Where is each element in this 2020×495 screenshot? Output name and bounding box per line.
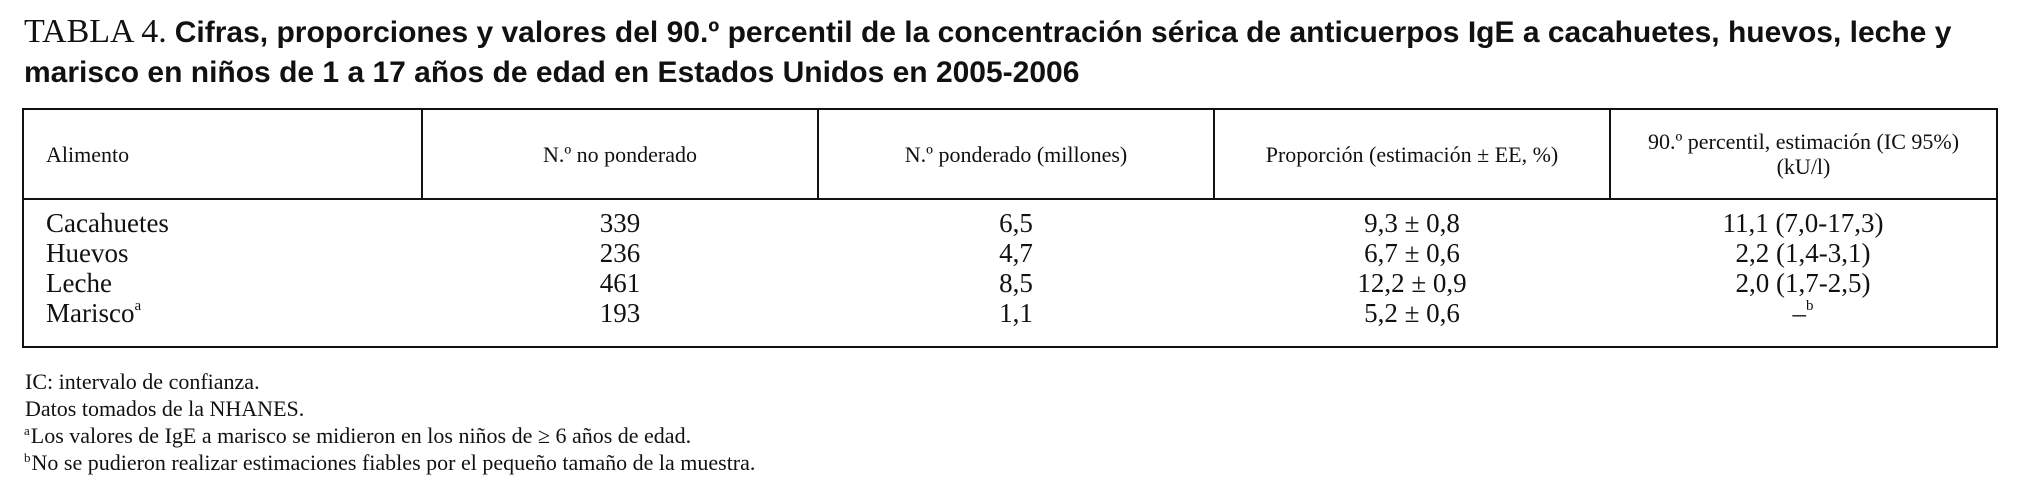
cell-percentile: 11,1 (7,0-17,3): [1610, 199, 1996, 238]
table-row: Mariscoa 193 1,1 5,2 ± 0,6 –b: [24, 298, 1996, 328]
column-header-food: Alimento: [24, 110, 422, 200]
cell-percentile: 2,2 (1,4-3,1): [1610, 238, 1996, 268]
food-name: Huevos: [46, 238, 129, 268]
cell-food: Huevos: [24, 238, 422, 268]
percentile-value: 11,1 (7,0-17,3): [1722, 208, 1884, 238]
cell-weighted: 6,5: [999, 208, 1033, 238]
table-title: Cifras, proporciones y valores del 90.º …: [24, 16, 1952, 89]
footnote: Datos tomados de la NHANES.: [24, 397, 1984, 424]
table-footnotes: IC: intervalo de confianza. Datos tomado…: [24, 370, 1984, 478]
food-name: Leche: [46, 268, 112, 298]
food-name: Marisco: [46, 298, 135, 328]
table-caption: TABLA 4. Cifras, proporciones y valores …: [24, 12, 1994, 92]
cell-weighted: 8,5: [999, 268, 1033, 298]
footnote: aLos valores de IgE a marisco se midiero…: [24, 423, 1984, 451]
footnote-text: No se pudieron realizar estimaciones fia…: [31, 450, 756, 475]
cell-unweighted: 339: [599, 208, 641, 238]
cell-proportion: 6,7 ± 0,6: [1364, 238, 1460, 268]
column-header-proportion: Proporción (estimación ± EE, %): [1213, 110, 1610, 200]
cell-food: Cacahuetes: [24, 199, 422, 238]
cell-percentile: –b: [1610, 298, 1996, 328]
footnote-text: IC: intervalo de confianza.: [25, 369, 260, 394]
cell-proportion: 5,2 ± 0,6: [1364, 298, 1460, 328]
cell-proportion: 12,2 ± 0,9: [1357, 268, 1467, 298]
footnote: bNo se pudieron realizar estimaciones fi…: [24, 450, 1984, 478]
footnote-mark: b: [24, 450, 31, 465]
table-row: Huevos 236 4,7 6,7 ± 0,6 2,2 (1,4-3,1): [24, 238, 1996, 268]
data-table: Alimento N.º no ponderado N.º ponderado …: [22, 108, 1998, 348]
cell-percentile: 2,0 (1,7-2,5): [1610, 268, 1996, 298]
column-header-percentile: 90.º percentil, estimación (IC 95%) (kU/…: [1609, 110, 1996, 200]
table-number: TABLA 4.: [24, 13, 167, 50]
table-row: Cacahuetes 339 6,5 9,3 ± 0,8 11,1 (7,0-1…: [24, 199, 1996, 238]
column-header-weighted: N.º ponderado (millones): [817, 110, 1214, 200]
cell-weighted: 4,7: [999, 238, 1033, 268]
cell-food: Mariscoa: [24, 298, 422, 328]
percentile-value: –: [1792, 298, 1807, 328]
footnote-mark: a: [134, 298, 142, 314]
footnote-mark: a: [24, 423, 30, 438]
footnote: IC: intervalo de confianza.: [24, 370, 1984, 397]
footnote-mark: b: [1806, 298, 1814, 314]
cell-unweighted: 461: [599, 268, 641, 298]
cell-proportion: 9,3 ± 0,8: [1364, 208, 1460, 238]
cell-unweighted: 193: [599, 298, 641, 328]
percentile-value: 2,2 (1,4-3,1): [1735, 238, 1871, 268]
cell-food: Leche: [24, 268, 422, 298]
footnote-text: Datos tomados de la NHANES.: [25, 396, 305, 421]
footnote-text: Los valores de IgE a marisco se midieron…: [30, 423, 692, 448]
cell-unweighted: 236: [599, 238, 641, 268]
percentile-value: 2,0 (1,7-2,5): [1735, 268, 1871, 298]
table-header-row: Alimento N.º no ponderado N.º ponderado …: [24, 110, 1996, 200]
cell-weighted: 1,1: [999, 298, 1033, 328]
column-header-unweighted: N.º no ponderado: [421, 110, 818, 200]
table-row: Leche 461 8,5 12,2 ± 0,9 2,0 (1,7-2,5): [24, 268, 1996, 298]
food-name: Cacahuetes: [46, 208, 169, 238]
